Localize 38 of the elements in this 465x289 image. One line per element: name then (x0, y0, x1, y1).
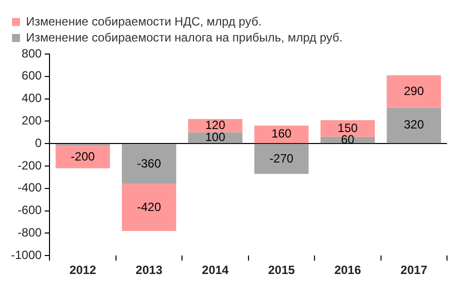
y-tick-label: -600 (18, 203, 42, 218)
data-label: 60 (340, 132, 355, 146)
x-tick-label: 2017 (400, 263, 428, 278)
x-tick-label: 2016 (334, 263, 362, 278)
y-tick-label: 400 (22, 91, 42, 106)
x-tick-label: 2012 (69, 263, 96, 278)
y-tick-label: -800 (18, 226, 42, 240)
y-tick-label: 600 (22, 68, 42, 83)
x-tick-label: 2013 (136, 263, 163, 278)
data-label: -360 (137, 156, 162, 170)
bar (386, 75, 442, 108)
y-tick-label: 800 (22, 46, 42, 60)
data-label: 100 (205, 130, 226, 144)
legend-label: Изменение собираемости НДС, млрд руб. (26, 14, 262, 28)
data-label: -270 (269, 151, 294, 166)
bar (320, 120, 375, 137)
bar (386, 108, 442, 144)
x-tick-label: 2015 (268, 263, 296, 278)
data-label: 290 (404, 84, 424, 98)
bar (56, 146, 110, 168)
y-tick-label: -400 (18, 180, 42, 195)
x-tick-label: 2014 (202, 263, 229, 278)
data-label: 150 (338, 120, 358, 135)
data-label: 160 (271, 126, 292, 141)
bar (122, 184, 176, 231)
legend-label: Изменение собираемости налога на прибыль, млрд руб. (26, 30, 343, 44)
y-tick-label: -200 (18, 158, 42, 172)
bar (254, 144, 309, 174)
y-tick-label: -1000 (10, 248, 42, 262)
y-tick-label: 0 (35, 136, 42, 150)
data-label: 320 (404, 118, 424, 132)
bar (122, 144, 176, 184)
data-label: 120 (205, 118, 226, 132)
bar (254, 126, 309, 144)
y-tick-label: 200 (22, 114, 42, 128)
data-label: -420 (137, 200, 162, 214)
data-label: -200 (70, 149, 96, 164)
bar (188, 118, 242, 132)
